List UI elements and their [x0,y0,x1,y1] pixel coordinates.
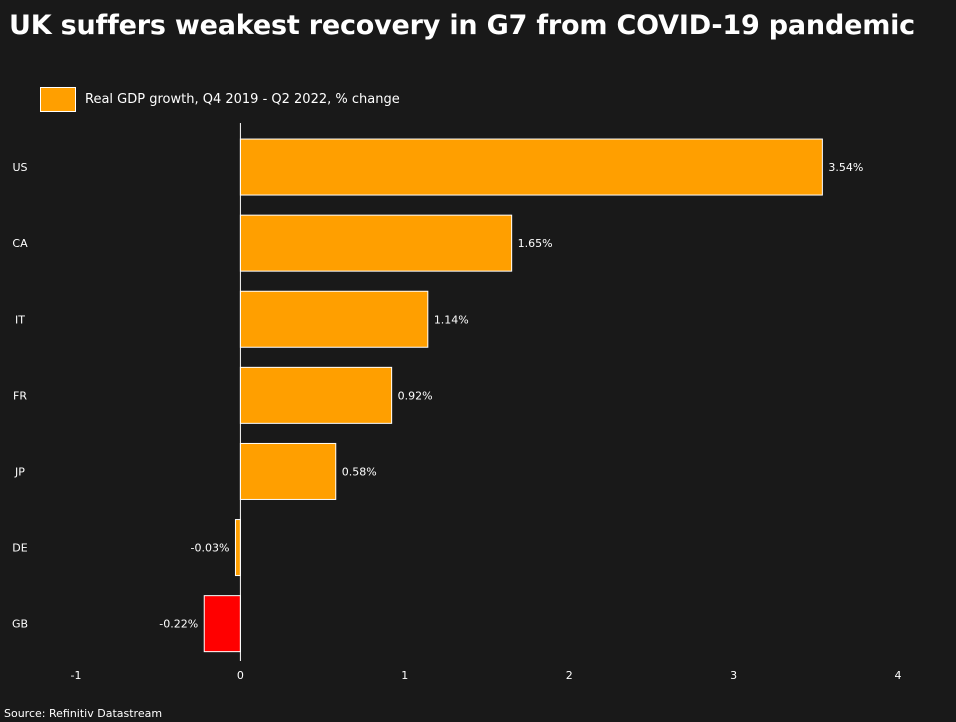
bar-gb [203,595,241,653]
legend-swatch [40,86,76,112]
value-label-us: 3.54% [828,161,863,174]
source-note: Source: Refinitiv Datastream [4,707,163,720]
x-tick-label: 4 [895,669,902,682]
bar-fr [239,366,393,424]
value-label-fr: 0.92% [398,389,433,402]
legend: Real GDP growth, Q4 2019 - Q2 2022, % ch… [40,85,400,113]
x-tick-label: 0 [237,669,244,682]
value-label-de: -0.03% [191,542,230,555]
x-tick-label: -1 [71,669,82,682]
category-label-ca: CA [12,237,28,250]
category-label-fr: FR [13,389,27,402]
value-label-it: 1.14% [434,313,469,326]
x-tick-label: 1 [401,669,408,682]
category-label-gb: GB [12,618,28,631]
bar-de [234,519,241,577]
bars-layer [203,138,823,653]
x-tick-label: 3 [730,669,737,682]
x-axis-ticks: -1 0 1 2 3 4 [71,669,902,682]
category-label-jp: JP [14,465,25,478]
legend-label: Real GDP growth, Q4 2019 - Q2 2022, % ch… [85,91,400,107]
value-label-jp: 0.58% [342,465,377,478]
category-label-us: US [12,161,27,174]
category-label-it: IT [15,313,25,326]
chart-title: UK suffers weakest recovery in G7 from C… [9,10,915,41]
bar-ca [239,214,513,272]
value-labels: 3.54% 1.65% 1.14% 0.92% 0.58% -0.03% -0.22% [159,161,863,631]
value-label-ca: 1.65% [518,237,553,250]
bar-jp [239,442,337,500]
category-labels: US CA IT FR JP DE GB [12,161,28,631]
bar-chart: US CA IT FR JP DE GB 3.54% 1.65% 1.14% 0.92% 0.58%… [12,123,902,682]
value-label-gb: -0.22% [159,618,198,631]
bar-us [239,138,823,196]
x-tick-label: 2 [566,669,573,682]
bar-it [239,290,429,348]
category-label-de: DE [12,542,27,555]
